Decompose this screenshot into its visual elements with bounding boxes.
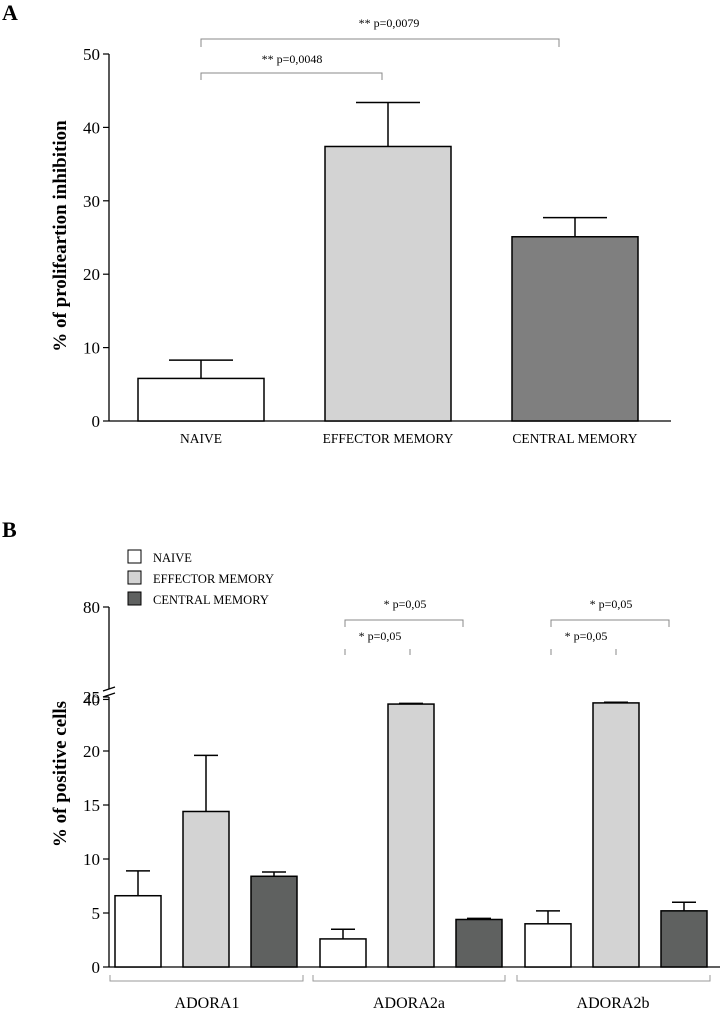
panel-a-category-naive: NAIVE [180,431,222,446]
panel-b-bracket-adora2a-2 [344,619,464,627]
legend-label-effector-memory: EFFECTOR MEMORY [153,572,274,586]
panel-b-bar-adora1-naive [114,894,162,968]
panel-b-bracket-adora2b-1 [550,649,617,655]
panel-b-bar-adora2a-effector-memory [387,703,435,968]
panel-b-y-tick-label: 0 [92,958,101,977]
panel-a-bracket-2 [200,38,560,47]
legend-swatch-effector-memory [127,570,142,585]
panel-a-y-tick-label: 0 [92,412,101,431]
panel-a-bracket-1 [200,72,383,80]
panel-a-category-central-memory: CENTRAL MEMORY [512,431,637,446]
panel-b-group-brackets [109,975,711,982]
panel-b-bracket-adora2a-1 [344,649,411,655]
panel-a-annotation-1: ** p=0,0048 [262,52,323,66]
panel-a-annotation-2: ** p=0,0079 [359,16,420,30]
panel-b-y-tick-label: 20 [83,742,100,761]
legend-label-naive: NAIVE [153,551,192,565]
panel-b-bar-break [386,689,436,696]
legend-label-central-memory: CENTRAL MEMORY [153,593,269,607]
panel-b-y-tick-label: 5 [92,904,101,923]
panel-a-bar-effector-memory [324,145,452,422]
panel-b-bracket-adora2b-2 [550,619,670,627]
panel-b-bar-adora2b-central-memory [660,910,708,968]
panel-b-y-tick-label: 15 [83,796,100,815]
panel-a-y-tick-label: 50 [83,45,100,64]
panel-a-y-tick-label: 10 [83,339,100,358]
panel-b-annotation-adora2a-1: * p=0,05 [359,629,402,643]
panel-a-y-tick-label: 20 [83,265,100,284]
panel-b-bar-break [591,689,641,696]
panel-a-category-effector-memory: EFFECTOR MEMORY [323,431,454,446]
panel-b-y-tick-label: 25 [83,688,100,707]
panel-b-bar-adora2b-effector-memory [592,702,640,968]
panel-a-bar-naive [137,377,265,422]
panel-b-brackets [344,619,670,655]
panel-a-y-tick-label: 40 [83,118,100,137]
panel-b-y-tick-label: 80 [83,598,100,617]
panel-b-annotation-adora2a-2: * p=0,05 [384,597,427,611]
panel-b-y-axis-label: % of positive cells [50,701,71,847]
panel-a-y-axis-label: % of prolifeartion inhibition [50,120,71,352]
panel-b-group-adora1: ADORA1 [175,995,240,1012]
panel-b-letter: B [2,517,17,542]
legend-swatch-central-memory [127,591,142,606]
panel-b-bar-adora1-effector-memory [182,810,230,968]
panel-b-axis-break [102,686,116,698]
panel-b-y-tick-label: 40 [83,690,100,709]
legend-swatch-naive [127,549,142,564]
panel-b-group-adora2b: ADORA2b [577,995,650,1012]
panel-b-y-tick-label: 10 [83,850,100,869]
panel-b-bar-adora2b-naive [524,923,572,968]
panel-b-bar-adora2a-central-memory [455,918,503,968]
panel-b-bar-adora1-central-memory [250,875,298,968]
panel-a-letter: A [2,0,18,25]
panel-a-bar-central-memory [511,236,639,422]
panel-b-bar-adora2a-naive [319,938,367,968]
panel-a-y-tick-label: 30 [83,192,100,211]
legend: NAIVE EFFECTOR MEMORY CENTRAL MEMORY [127,549,274,607]
panel-b-annotation-adora2b-2: * p=0,05 [590,597,633,611]
panel-b-group-adora2a: ADORA2a [373,995,445,1012]
panel-b-annotation-adora2b-1: * p=0,05 [565,629,608,643]
